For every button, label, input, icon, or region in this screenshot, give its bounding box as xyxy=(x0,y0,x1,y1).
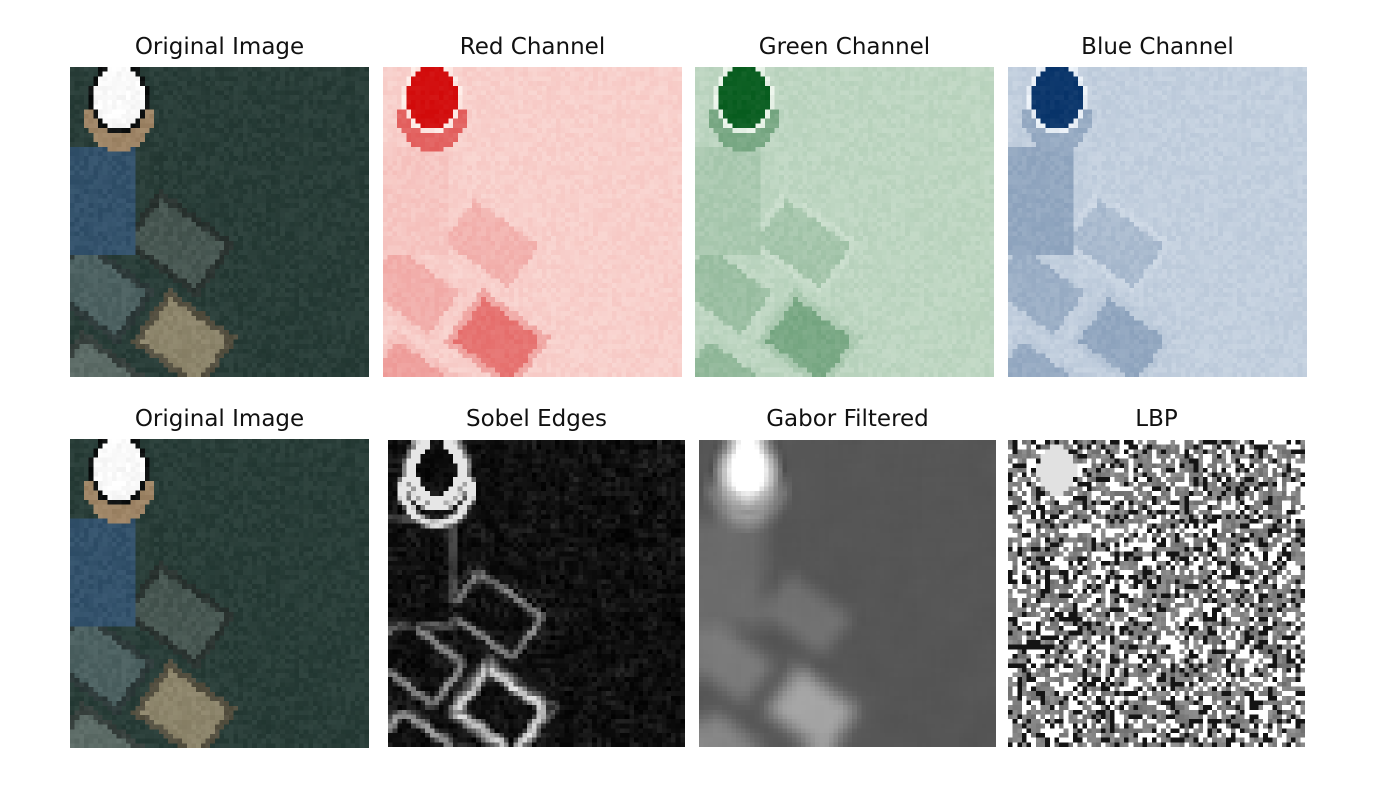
panel-title: Original Image xyxy=(134,406,305,432)
green-channel-image xyxy=(695,67,994,377)
panel-red-channel: Red Channel xyxy=(383,34,682,377)
panel-title: Gabor Filtered xyxy=(766,406,929,432)
panel-title: LBP xyxy=(1135,406,1178,432)
panel-title: Green Channel xyxy=(758,34,931,60)
panel-green-channel: Green Channel xyxy=(695,34,994,377)
panel-lbp: LBP xyxy=(1008,406,1305,747)
panel-title: Original Image xyxy=(134,34,305,60)
panel-original-bottom: Original Image xyxy=(70,406,369,748)
sobel-edges-image xyxy=(388,440,685,747)
panel-sobel-edges: Sobel Edges xyxy=(388,406,685,747)
original-image xyxy=(70,439,369,748)
gabor-filtered-image xyxy=(699,440,996,747)
panel-title: Sobel Edges xyxy=(466,406,607,432)
panel-title: Blue Channel xyxy=(1081,34,1234,60)
blue-channel-image xyxy=(1008,67,1307,377)
panel-original-top: Original Image xyxy=(70,34,369,377)
original-image xyxy=(70,67,369,377)
lbp-image xyxy=(1008,440,1305,747)
panel-gabor-filtered: Gabor Filtered xyxy=(699,406,996,747)
panel-title: Red Channel xyxy=(459,34,606,60)
panel-blue-channel: Blue Channel xyxy=(1008,34,1307,377)
red-channel-image xyxy=(383,67,682,377)
